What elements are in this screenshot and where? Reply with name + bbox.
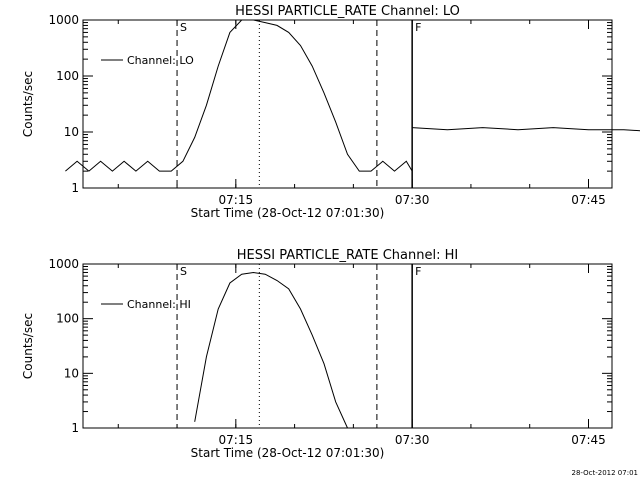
series-line-1 xyxy=(412,127,640,132)
x-tick-label: 07:45 xyxy=(571,193,606,207)
x-axis-label: Start Time (28-Oct-12 07:01:30) xyxy=(191,206,385,220)
legend-label: Channel: LO xyxy=(127,54,194,67)
footer-timestamp: 28-Oct-2012 07:01 xyxy=(571,469,638,477)
chart-panel-1: HESSI PARTICLE_RATE Channel: HI 1 10 100 100… xyxy=(21,248,613,460)
x-tick-label: 07:15 xyxy=(219,193,254,207)
x-tick-label: 07:45 xyxy=(571,433,606,447)
plot-frame xyxy=(82,19,613,189)
legend-label: Channel: HI xyxy=(127,298,191,311)
y-tick-label: 1000 xyxy=(48,13,79,27)
y-axis-label: Counts/sec xyxy=(21,71,35,137)
chart-title: HESSI PARTICLE_RATE Channel: HI xyxy=(237,248,458,263)
y-tick-label: 100 xyxy=(56,312,79,326)
event-marker-F: F xyxy=(415,21,421,34)
y-axis-label: Counts/sec xyxy=(21,313,35,379)
plot-frame xyxy=(82,263,613,429)
y-tick-label: 10 xyxy=(64,125,79,139)
chart-title: HESSI PARTICLE_RATE Channel: LO xyxy=(235,4,460,19)
x-tick-label: 07:30 xyxy=(395,193,430,207)
y-tick-label: 1000 xyxy=(48,257,79,271)
event-marker-S: S xyxy=(180,265,187,278)
y-tick-label: 1 xyxy=(71,181,79,195)
y-tick-label: 10 xyxy=(64,366,79,380)
x-tick-label: 07:15 xyxy=(219,433,254,447)
x-tick-label: 07:30 xyxy=(395,433,430,447)
series-line-0 xyxy=(65,19,413,172)
series-line-0 xyxy=(194,271,348,429)
x-axis-label: Start Time (28-Oct-12 07:01:30) xyxy=(191,446,385,460)
y-tick-label: 100 xyxy=(56,69,79,83)
y-tick-label: 1 xyxy=(71,421,79,435)
chart-panel-0: HESSI PARTICLE_RATE Channel: LO 1 10 100 100… xyxy=(21,4,640,220)
event-marker-F: F xyxy=(415,265,421,278)
event-marker-S: S xyxy=(180,21,187,34)
